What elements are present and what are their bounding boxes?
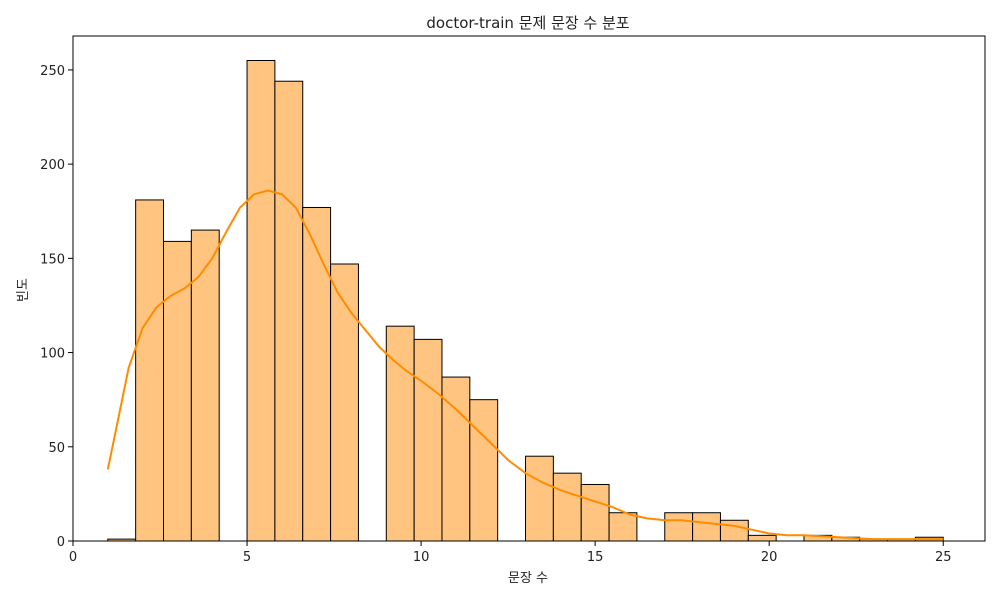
histogram-bar-7 <box>302 206 332 542</box>
y-tick-label: 50 <box>48 441 65 456</box>
histogram-bar-18 <box>608 512 638 542</box>
kde-curve <box>106 189 944 541</box>
histogram-bar-5 <box>246 59 276 542</box>
y-tick-label: 250 <box>40 64 65 79</box>
histogram-bar-11 <box>413 338 443 542</box>
histogram-bars <box>107 59 944 542</box>
histogram-bar-23 <box>747 534 777 542</box>
x-tick-label: 0 <box>69 550 77 565</box>
histogram-bar-17 <box>580 483 610 542</box>
y-axis-label: 빈도 <box>16 278 31 302</box>
plot-frame <box>72 35 986 542</box>
y-axis-ticks: 0 50 100 150 200 250 <box>40 64 73 550</box>
x-axis-label: 문장 수 <box>508 571 548 586</box>
y-tick-label: 0 <box>57 535 65 550</box>
y-tick-label: 100 <box>40 347 65 362</box>
y-tick-label: 150 <box>40 252 65 267</box>
chart-title: doctor-train 문제 문장 수 분포 <box>426 14 629 32</box>
x-tick-label: 5 <box>243 550 251 565</box>
x-tick-label: 25 <box>935 550 952 565</box>
histogram-bar-3 <box>190 229 220 542</box>
histogram-bar-15 <box>525 455 554 542</box>
histogram-bar-1 <box>135 199 165 542</box>
x-axis-ticks: 0 5 10 15 20 25 <box>69 541 952 565</box>
histogram-bar-6 <box>274 80 304 542</box>
histogram-bar-16 <box>552 472 582 542</box>
x-tick-label: 20 <box>761 550 778 565</box>
histogram-bar-22 <box>719 519 749 542</box>
histogram-bar-8 <box>330 263 359 542</box>
x-tick-label: 15 <box>587 550 604 565</box>
y-tick-label: 200 <box>40 158 65 173</box>
x-tick-label: 10 <box>413 550 430 565</box>
histogram-bar-13 <box>469 399 499 542</box>
histogram-bar-21 <box>692 512 721 542</box>
histogram-bar-20 <box>664 512 694 542</box>
